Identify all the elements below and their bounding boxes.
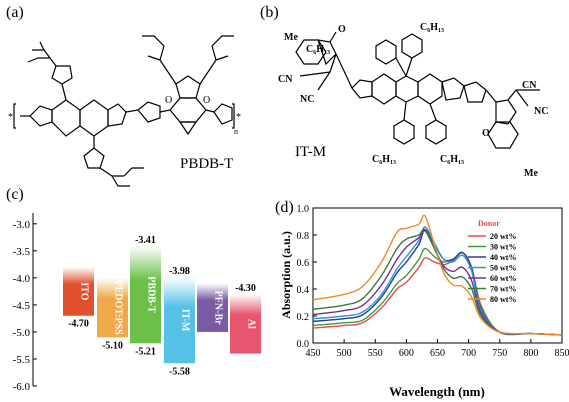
it-m-hexyl-1: C₆H₁₃ [306, 44, 330, 55]
energy-tick-label: -5.0 [13, 327, 31, 339]
absorption-y-tick-label: 0.4 [297, 285, 310, 296]
energy-level-name: ITO [79, 282, 90, 300]
pbdb-t-end-star-right: * [236, 112, 241, 123]
it-m-cyano-right-1: CN [522, 80, 537, 91]
it-m-hexyl-2: C₆H₁₃ [420, 22, 444, 33]
absorption-x-tick-label: 450 [306, 348, 321, 359]
panel-label-d: (d) [275, 199, 294, 216]
pbdb-t-caption: PBDB-T [180, 156, 234, 172]
energy-tick-label: -5.5 [13, 354, 31, 366]
absorption-x-axis-label: Wavelength (nm) [389, 384, 485, 399]
energy-level-name: PFN-Br [213, 291, 224, 325]
absorption-y-tick-label: 0.0 [297, 339, 310, 350]
it-m-carbonyl-right: O [482, 128, 490, 139]
energy-bottom-label: -4.70 [68, 319, 89, 330]
absorption-x-tick-label: 550 [368, 348, 383, 359]
energy-level-bar [97, 277, 128, 338]
energy-top-label: -4.30 [235, 283, 256, 294]
it-m-hexyl-4: C₆H₁₃ [440, 154, 464, 165]
it-m-methyl-right: Me [524, 168, 538, 179]
pbdb-t-oxygen-2: O [203, 95, 210, 106]
energy-level-name: Al [246, 319, 257, 329]
absorption-series-line [312, 214, 563, 336]
panel-label-a: (a) [6, 4, 24, 21]
energy-bottom-label: -5.21 [135, 346, 156, 357]
energy-level-bar [197, 283, 228, 332]
it-m-cyano-left-2: NC [300, 94, 314, 105]
it-m-methyl-left: Me [284, 32, 298, 43]
it-m-cyano-right-2: NC [534, 106, 548, 117]
absorption-legend-label: 80 wt% [490, 295, 516, 304]
it-m-hexyl-3: C₆H₁₃ [372, 154, 396, 165]
absorption-y-axis-label: Absorption (a.u.) [279, 231, 293, 319]
absorption-legend-label: 30 wt% [490, 243, 516, 252]
absorption-y-tick-label: 0.2 [297, 312, 310, 323]
absorption-x-tick-label: 800 [523, 348, 538, 359]
energy-level-name: PEDOT:PSS [113, 280, 124, 335]
absorption-y-tick-label: 0.6 [297, 258, 310, 269]
energy-tick-label: -4.0 [13, 273, 31, 285]
energy-level-bar [130, 245, 161, 344]
absorption-legend-label: 40 wt% [490, 253, 516, 262]
absorption-x-tick-label: 850 [555, 348, 569, 359]
absorption-x-tick-label: 700 [461, 348, 476, 359]
it-m-carbonyl-left: O [338, 24, 346, 35]
energy-top-label: -3.41 [135, 235, 156, 246]
it-m-cyano-left-1: CN [278, 74, 293, 85]
absorption-legend-label: 70 wt% [490, 285, 516, 294]
energy-bottom-label: -5.10 [102, 340, 123, 351]
pbdb-t-oxygen-1: O [165, 95, 172, 106]
absorption-legend-label: 60 wt% [490, 274, 516, 283]
absorption-legend-label: 20 wt% [490, 232, 516, 241]
energy-level-bar [63, 267, 94, 316]
energy-top-label: -3.98 [169, 266, 190, 277]
absorption-y-tick-label: 1.0 [297, 204, 310, 215]
energy-level-name: IT-M [180, 309, 191, 332]
absorption-series-line [312, 229, 563, 336]
absorption-series-line [312, 228, 563, 336]
panel-label-b: (b) [260, 4, 279, 21]
energy-tick-label: -3.0 [13, 219, 31, 231]
absorption-x-tick-label: 750 [492, 348, 507, 359]
panel-label-c: (c) [6, 186, 24, 203]
energy-level-name: PBDB-T [146, 276, 157, 313]
energy-tick-label: -6.0 [13, 381, 31, 393]
pbdb-t-repeat-index: n [234, 127, 238, 136]
absorption-x-tick-label: 500 [337, 348, 352, 359]
absorption-series-line [312, 247, 563, 336]
absorption-series-line [312, 228, 563, 336]
energy-bottom-label: -5.58 [169, 366, 190, 377]
energy-level-bar [164, 276, 195, 364]
it-m-caption: IT-M [295, 144, 327, 160]
absorption-legend-label: 50 wt% [490, 264, 516, 273]
absorption-y-tick-label: 0.8 [297, 231, 310, 242]
energy-tick-label: -3.5 [13, 246, 31, 258]
absorption-x-tick-label: 650 [430, 348, 445, 359]
energy-level-bar [230, 294, 261, 354]
absorption-legend-title: Donor [478, 219, 500, 228]
energy-tick-label: -4.5 [13, 300, 31, 312]
absorption-x-tick-label: 600 [399, 348, 414, 359]
pbdb-t-end-star-left: * [8, 112, 13, 123]
